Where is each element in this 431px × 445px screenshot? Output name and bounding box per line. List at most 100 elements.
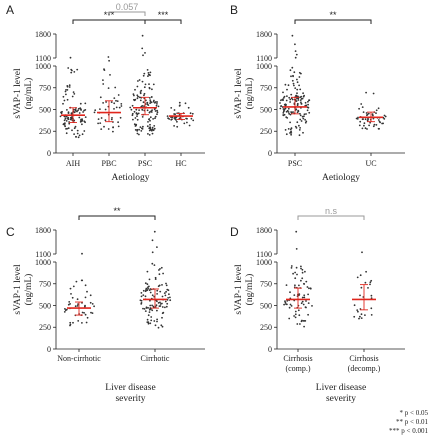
y-axis-label: sVAP-1 level bbox=[234, 68, 244, 119]
data-point bbox=[64, 309, 67, 312]
x-axis-label: severity bbox=[326, 394, 356, 404]
outlier-point bbox=[294, 43, 296, 46]
data-point bbox=[296, 81, 299, 84]
data-point bbox=[296, 92, 298, 95]
data-point bbox=[107, 87, 110, 89]
data-point bbox=[64, 125, 66, 128]
data-point bbox=[292, 74, 294, 77]
data-point bbox=[308, 287, 310, 290]
data-point bbox=[300, 265, 302, 268]
data-point bbox=[135, 108, 138, 111]
y-axis-label: (ng/mL) bbox=[244, 274, 255, 306]
data-point bbox=[109, 74, 111, 76]
data-point bbox=[294, 284, 296, 287]
data-point bbox=[279, 107, 282, 110]
data-point bbox=[149, 288, 152, 290]
data-point bbox=[285, 110, 288, 113]
data-point bbox=[151, 304, 154, 307]
data-point bbox=[375, 112, 377, 114]
data-point bbox=[300, 102, 303, 105]
data-point bbox=[150, 101, 153, 104]
data-point bbox=[151, 109, 154, 111]
data-point bbox=[364, 127, 367, 130]
data-point bbox=[298, 124, 300, 127]
data-point bbox=[160, 324, 163, 327]
data-point bbox=[148, 86, 151, 89]
data-point bbox=[285, 133, 288, 136]
data-point bbox=[299, 96, 302, 99]
data-point bbox=[67, 112, 70, 114]
outlier-point bbox=[294, 56, 297, 59]
data-point bbox=[284, 83, 287, 86]
y-tick-label: 1000 bbox=[35, 258, 51, 267]
significance-key-line: ** p < 0.01 bbox=[396, 418, 428, 426]
data-point bbox=[296, 121, 299, 124]
outlier-point bbox=[107, 56, 110, 58]
data-point bbox=[64, 115, 66, 118]
data-point bbox=[293, 84, 295, 87]
data-point bbox=[167, 297, 170, 299]
data-point bbox=[146, 69, 149, 71]
data-point bbox=[136, 85, 139, 88]
data-point bbox=[285, 99, 288, 102]
outlier-point bbox=[144, 52, 146, 54]
data-point bbox=[63, 99, 66, 102]
data-point bbox=[287, 107, 290, 110]
data-point bbox=[76, 298, 79, 301]
data-point bbox=[102, 79, 104, 81]
data-point bbox=[299, 114, 302, 117]
data-point bbox=[66, 85, 69, 88]
category-label: (comp.) bbox=[285, 364, 310, 373]
data-point bbox=[301, 319, 303, 322]
data-point bbox=[369, 281, 372, 284]
data-point bbox=[74, 108, 77, 111]
data-point bbox=[135, 123, 138, 126]
data-point bbox=[148, 134, 151, 136]
data-point bbox=[159, 290, 162, 293]
data-point bbox=[77, 320, 80, 322]
data-point bbox=[68, 86, 71, 88]
data-point bbox=[296, 111, 299, 114]
data-point bbox=[290, 265, 293, 267]
data-point bbox=[300, 302, 303, 305]
data-point bbox=[64, 308, 66, 310]
y-tick-label: 500 bbox=[260, 301, 272, 310]
data-point bbox=[71, 296, 74, 299]
data-point bbox=[149, 119, 151, 122]
data-point bbox=[370, 279, 373, 282]
significance-bracket bbox=[297, 215, 365, 220]
data-point bbox=[377, 119, 380, 121]
y-tick-label: 1800 bbox=[35, 30, 51, 39]
data-point bbox=[287, 84, 290, 87]
data-point bbox=[149, 299, 151, 302]
data-point bbox=[306, 286, 309, 288]
data-point bbox=[293, 71, 296, 74]
data-point bbox=[359, 294, 361, 297]
data-point bbox=[290, 132, 293, 134]
data-point bbox=[284, 301, 287, 304]
data-point bbox=[138, 109, 141, 111]
data-point bbox=[161, 295, 164, 298]
data-point bbox=[155, 304, 158, 307]
data-point bbox=[168, 118, 171, 120]
data-point bbox=[139, 299, 142, 302]
data-point bbox=[161, 316, 163, 319]
data-point bbox=[295, 266, 298, 269]
y-tick-label: 750 bbox=[260, 280, 272, 289]
data-point bbox=[302, 92, 304, 95]
data-point bbox=[362, 111, 365, 113]
data-point bbox=[107, 128, 110, 130]
data-point bbox=[161, 306, 164, 308]
category-label: (decomp.) bbox=[348, 364, 381, 373]
data-point bbox=[304, 101, 307, 104]
data-point bbox=[84, 313, 87, 316]
data-point bbox=[103, 125, 105, 128]
data-point bbox=[69, 323, 72, 326]
panel-letter: D bbox=[230, 225, 239, 239]
data-point bbox=[99, 96, 102, 99]
data-point bbox=[305, 306, 307, 309]
data-point bbox=[97, 122, 99, 125]
data-point bbox=[169, 296, 171, 299]
data-point bbox=[296, 103, 299, 106]
data-point bbox=[134, 129, 137, 131]
